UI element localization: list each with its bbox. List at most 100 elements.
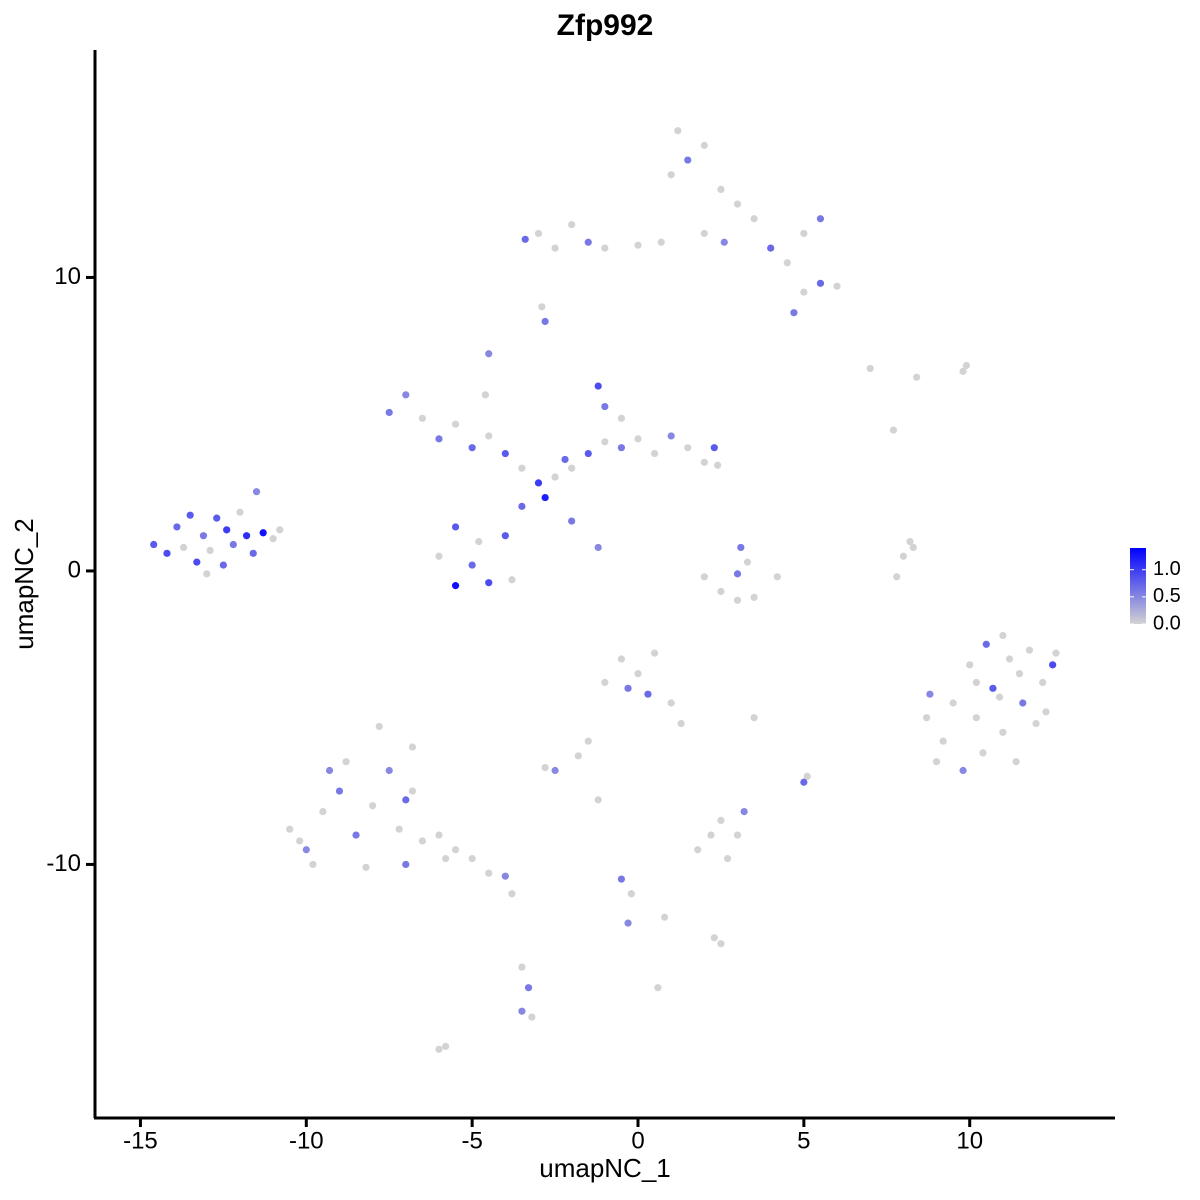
cell-point: [657, 238, 665, 246]
cell-point: [551, 766, 559, 775]
y-tick-label: 0: [68, 556, 81, 583]
cell-point: [999, 728, 1007, 736]
cell-point: [737, 543, 745, 552]
cell-point: [733, 831, 742, 839]
cell-point: [594, 382, 602, 390]
colorbar-tick-label: 0.5: [1153, 585, 1181, 607]
cell-point: [601, 678, 609, 687]
cell-point: [150, 540, 158, 549]
cell-point: [982, 640, 990, 648]
cell-point: [773, 573, 781, 581]
cell-point: [163, 549, 171, 557]
cell-point: [694, 846, 702, 854]
cell-point: [601, 402, 609, 411]
cell-point: [995, 693, 1004, 701]
cell-point: [1052, 649, 1060, 657]
x-tick-label: -10: [289, 1127, 324, 1154]
cell-point: [395, 825, 403, 833]
cell-point: [899, 552, 907, 560]
cell-point: [551, 473, 559, 481]
cell-point: [717, 940, 725, 948]
cell-point: [833, 282, 841, 290]
cell-point: [1019, 699, 1027, 707]
cell-point: [966, 661, 974, 669]
cell-point: [213, 514, 221, 522]
cell-point: [418, 414, 426, 422]
colorbar-tick-label: 1.0: [1153, 558, 1181, 580]
cell-point: [733, 596, 742, 604]
cell-point: [385, 766, 393, 775]
cell-point: [707, 831, 715, 839]
cell-point: [674, 127, 682, 135]
cell-point: [508, 576, 516, 584]
cell-point: [617, 444, 626, 452]
cell-point: [717, 185, 725, 194]
cell-point: [574, 752, 582, 760]
cell-point: [296, 837, 304, 845]
cell-point: [594, 796, 602, 804]
cell-point: [584, 238, 592, 246]
cell-point: [468, 444, 476, 452]
cell-point: [667, 171, 675, 179]
cell-point: [352, 831, 360, 839]
cell-point: [972, 678, 980, 687]
cell-point: [259, 529, 267, 537]
cell-point: [206, 546, 214, 554]
cell-point: [750, 714, 758, 722]
cell-point: [627, 890, 635, 898]
cell-point: [584, 737, 592, 745]
cell-point: [481, 391, 490, 399]
points: [150, 127, 1060, 1053]
cell-point: [1015, 670, 1024, 678]
cell-point: [501, 449, 509, 458]
cell-point: [485, 869, 493, 877]
cell-point: [601, 438, 609, 446]
cell-point: [451, 582, 460, 590]
cell-point: [541, 493, 549, 502]
cell-point: [750, 215, 758, 223]
cell-point: [435, 1045, 443, 1053]
y-tick-label: 10: [54, 263, 81, 290]
cell-point: [720, 238, 728, 246]
cell-point: [435, 552, 443, 560]
cell-point: [866, 364, 874, 373]
cell-point: [959, 766, 967, 775]
cell-point: [385, 408, 393, 417]
cell-point: [962, 361, 970, 370]
cell-point: [524, 984, 533, 992]
cell-point: [667, 699, 675, 707]
cell-point: [568, 464, 576, 472]
cell-point: [700, 573, 708, 581]
x-tick-label: 0: [631, 1127, 644, 1154]
cell-point: [518, 963, 526, 971]
cell-point: [186, 511, 194, 519]
cell-point: [717, 816, 725, 825]
cell-point: [906, 537, 914, 546]
cell-point: [451, 846, 460, 854]
cell-point: [342, 758, 350, 766]
cell-point: [667, 432, 675, 440]
cell-point: [269, 535, 277, 543]
cell-point: [926, 690, 934, 698]
cell-point: [800, 229, 808, 238]
cell-point: [193, 558, 201, 566]
cell-point: [369, 802, 377, 810]
cell-point: [451, 523, 460, 531]
cell-point: [634, 435, 642, 443]
cell-point: [402, 860, 410, 869]
cell-point: [223, 526, 231, 534]
cell-point: [468, 561, 476, 569]
cell-point: [816, 279, 825, 287]
cell-point: [710, 444, 718, 452]
cell-point: [803, 772, 811, 780]
cell-point: [733, 570, 742, 578]
cell-point: [949, 699, 957, 707]
cell-point: [485, 350, 493, 358]
cell-point: [932, 758, 941, 766]
cell-point: [913, 373, 921, 381]
cell-point: [710, 934, 718, 942]
cell-point: [199, 532, 208, 540]
cell-point: [684, 444, 692, 452]
cell-point: [800, 778, 808, 786]
